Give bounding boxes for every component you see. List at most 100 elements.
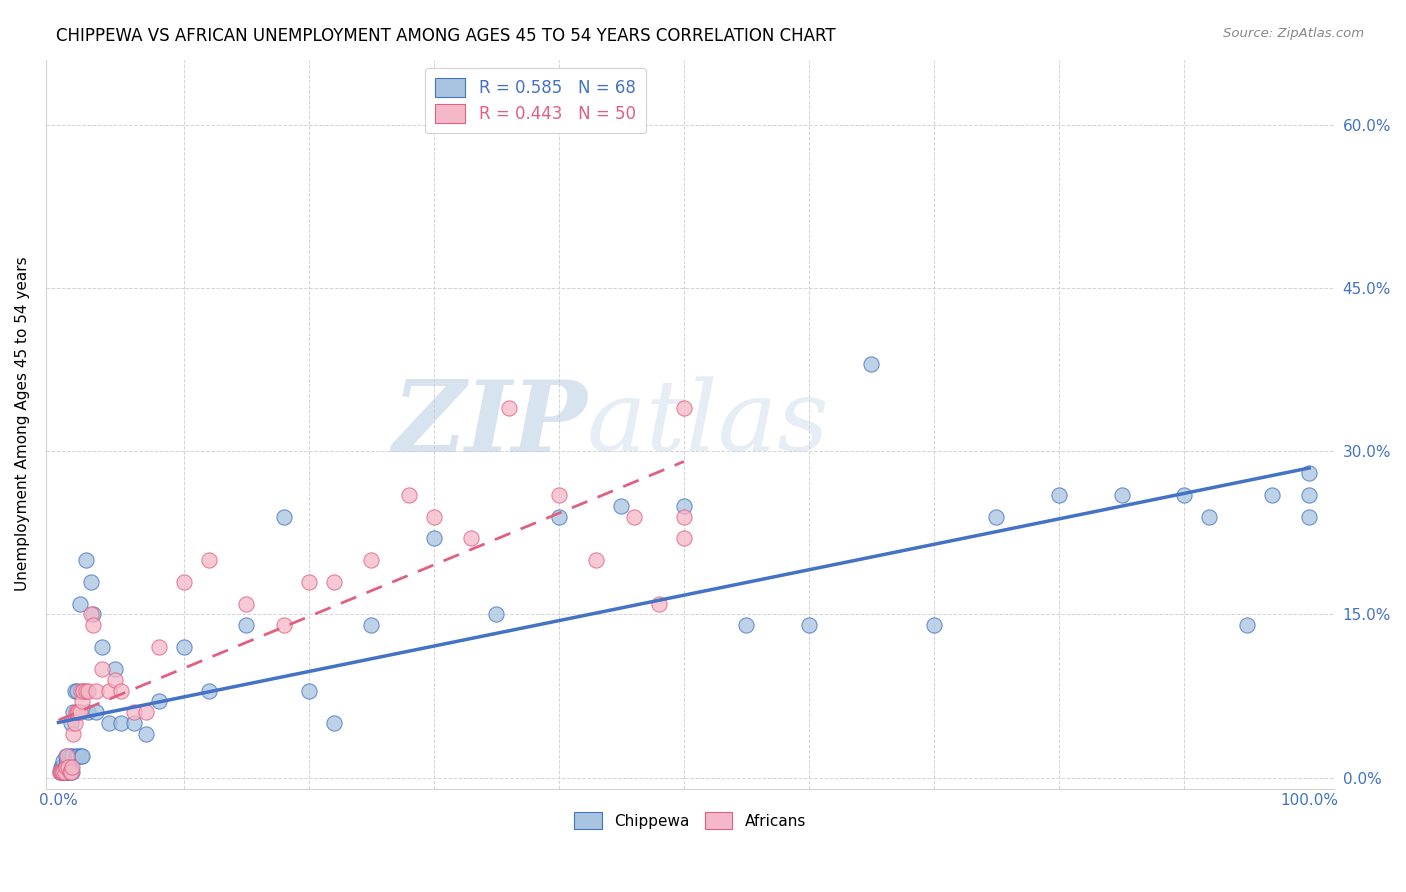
Point (80, 574, 103, 589)
Text: Source: ZipAtlas.com: Source: ZipAtlas.com (1223, 27, 1364, 40)
Point (672, 401, 695, 415)
Point (72, 683, 94, 698)
Point (82, 607, 104, 622)
Point (51, 765, 73, 780)
Point (1298, 488, 1320, 502)
Point (82, 618, 104, 632)
Point (860, 357, 883, 371)
Point (1047, 488, 1070, 502)
Point (273, 509, 295, 524)
Point (59, 716, 82, 731)
Point (51, 760, 73, 774)
Point (69, 706, 91, 720)
Point (322, 716, 344, 731)
Point (75, 683, 97, 698)
Point (49, 765, 72, 780)
Point (273, 618, 295, 632)
Point (67, 748, 90, 763)
Point (52, 755, 75, 769)
Point (1260, 488, 1282, 502)
Point (1198, 509, 1220, 524)
Point (55, 760, 77, 774)
Point (59, 760, 82, 774)
Point (69, 597, 91, 611)
Point (59, 765, 82, 780)
Point (58, 765, 80, 780)
Y-axis label: Unemployment Among Ages 45 to 54 years: Unemployment Among Ages 45 to 54 years (15, 257, 30, 591)
Point (797, 618, 820, 632)
Point (135, 727, 157, 741)
Point (148, 640, 170, 654)
Point (235, 597, 257, 611)
Point (91, 640, 114, 654)
Point (60, 765, 83, 780)
Point (56, 748, 79, 763)
Point (672, 499, 695, 513)
Point (49, 760, 72, 774)
Point (77, 706, 100, 720)
Point (1298, 466, 1320, 480)
Point (672, 509, 695, 524)
Point (84, 683, 107, 698)
Point (148, 694, 170, 708)
Point (1298, 509, 1320, 524)
Point (52, 765, 75, 780)
Point (610, 499, 633, 513)
Point (53, 760, 76, 774)
Point (585, 553, 607, 567)
Point (77, 683, 100, 698)
Point (235, 618, 257, 632)
Point (58, 760, 80, 774)
Point (97, 683, 120, 698)
Point (648, 597, 671, 611)
Point (66, 706, 89, 720)
Point (173, 574, 195, 589)
Point (59, 765, 82, 780)
Point (48, 765, 70, 780)
Point (65, 706, 87, 720)
Point (1236, 618, 1258, 632)
Point (104, 673, 127, 687)
Point (80, 607, 103, 622)
Point (135, 706, 157, 720)
Point (97, 716, 120, 731)
Point (67, 706, 90, 720)
Point (62, 727, 84, 741)
Point (110, 683, 132, 698)
Point (360, 553, 382, 567)
Point (70, 748, 93, 763)
Point (460, 531, 482, 545)
Point (91, 662, 114, 676)
Point (360, 618, 382, 632)
Point (735, 618, 758, 632)
Point (60, 748, 83, 763)
Point (55, 765, 77, 780)
Point (75, 553, 97, 567)
Point (104, 662, 127, 676)
Point (70, 683, 93, 698)
Point (422, 509, 444, 524)
Point (297, 574, 319, 589)
Point (398, 488, 420, 502)
Point (122, 706, 145, 720)
Point (56, 765, 79, 780)
Text: ZIP: ZIP (392, 376, 588, 472)
Point (53, 765, 76, 780)
Point (322, 574, 344, 589)
Text: atlas: atlas (588, 376, 830, 472)
Point (547, 509, 569, 524)
Point (63, 716, 86, 731)
Point (122, 716, 145, 731)
Point (49, 765, 72, 780)
Point (63, 683, 86, 698)
Point (173, 640, 195, 654)
Point (62, 706, 84, 720)
Point (59, 748, 82, 763)
Point (498, 401, 520, 415)
Point (56, 755, 79, 769)
Text: CHIPPEWA VS AFRICAN UNEMPLOYMENT AMONG AGES 45 TO 54 YEARS CORRELATION CHART: CHIPPEWA VS AFRICAN UNEMPLOYMENT AMONG A… (56, 27, 835, 45)
Point (485, 607, 508, 622)
Point (297, 683, 319, 698)
Point (623, 509, 645, 524)
Point (55, 748, 77, 763)
